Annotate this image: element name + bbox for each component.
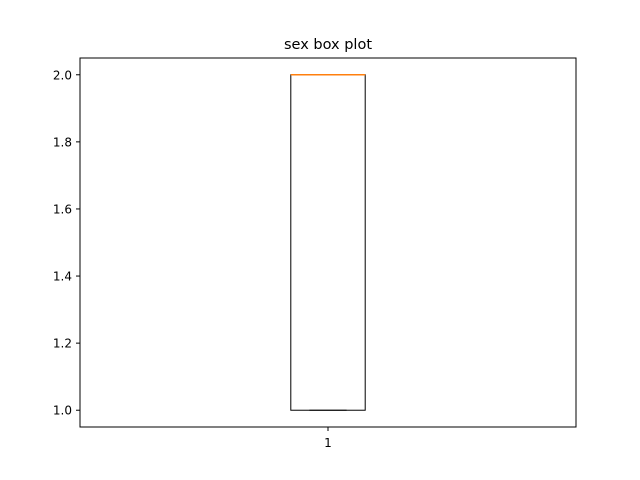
y-tick-label: 2.0	[53, 68, 72, 82]
y-tick-label: 1.2	[53, 337, 72, 351]
box-body	[290, 74, 366, 411]
y-tick-label: 1.6	[53, 202, 72, 216]
y-tick-label: 1.8	[53, 135, 72, 149]
chart-title: sex box plot	[284, 37, 372, 53]
y-tick-label: 1.4	[53, 270, 72, 284]
x-tick-label: 1	[324, 436, 332, 450]
plot-frame	[79, 57, 577, 428]
y-tick-label: 1.0	[53, 404, 72, 418]
